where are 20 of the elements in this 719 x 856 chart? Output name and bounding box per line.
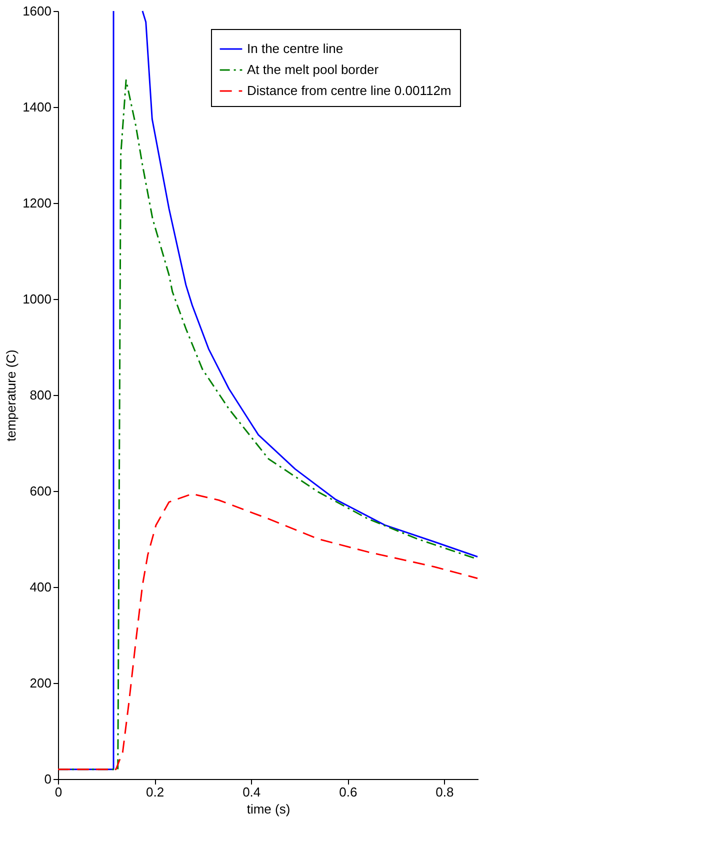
y-tick-label: 200	[30, 676, 52, 690]
y-tick-label: 1400	[22, 100, 52, 114]
x-tick-label: 0.2	[146, 784, 164, 800]
legend-label: In the centre line	[247, 41, 344, 56]
y-axis-title: temperature (C)	[4, 350, 19, 442]
legend-label: At the melt pool border	[247, 62, 380, 77]
x-tick-label: 0.8	[436, 784, 454, 800]
x-tick-label: 0.4	[242, 784, 261, 800]
y-tick-label: 400	[30, 580, 52, 594]
y-tick-label: 1200	[22, 196, 52, 210]
y-tick-label: 1000	[22, 292, 52, 306]
legend-label: Distance from centre line 0.00112m	[247, 83, 452, 98]
y-tick-label: 1600	[22, 4, 52, 18]
x-tick-label: 0.6	[339, 784, 358, 800]
y-tick-label: 0	[44, 772, 52, 786]
line-series	[57, 493, 478, 770]
x-tick-label: 0	[54, 784, 62, 800]
y-tick-label: 600	[30, 484, 52, 498]
y-tick-label: 800	[30, 388, 52, 402]
x-axis-title: time (s)	[246, 802, 290, 816]
